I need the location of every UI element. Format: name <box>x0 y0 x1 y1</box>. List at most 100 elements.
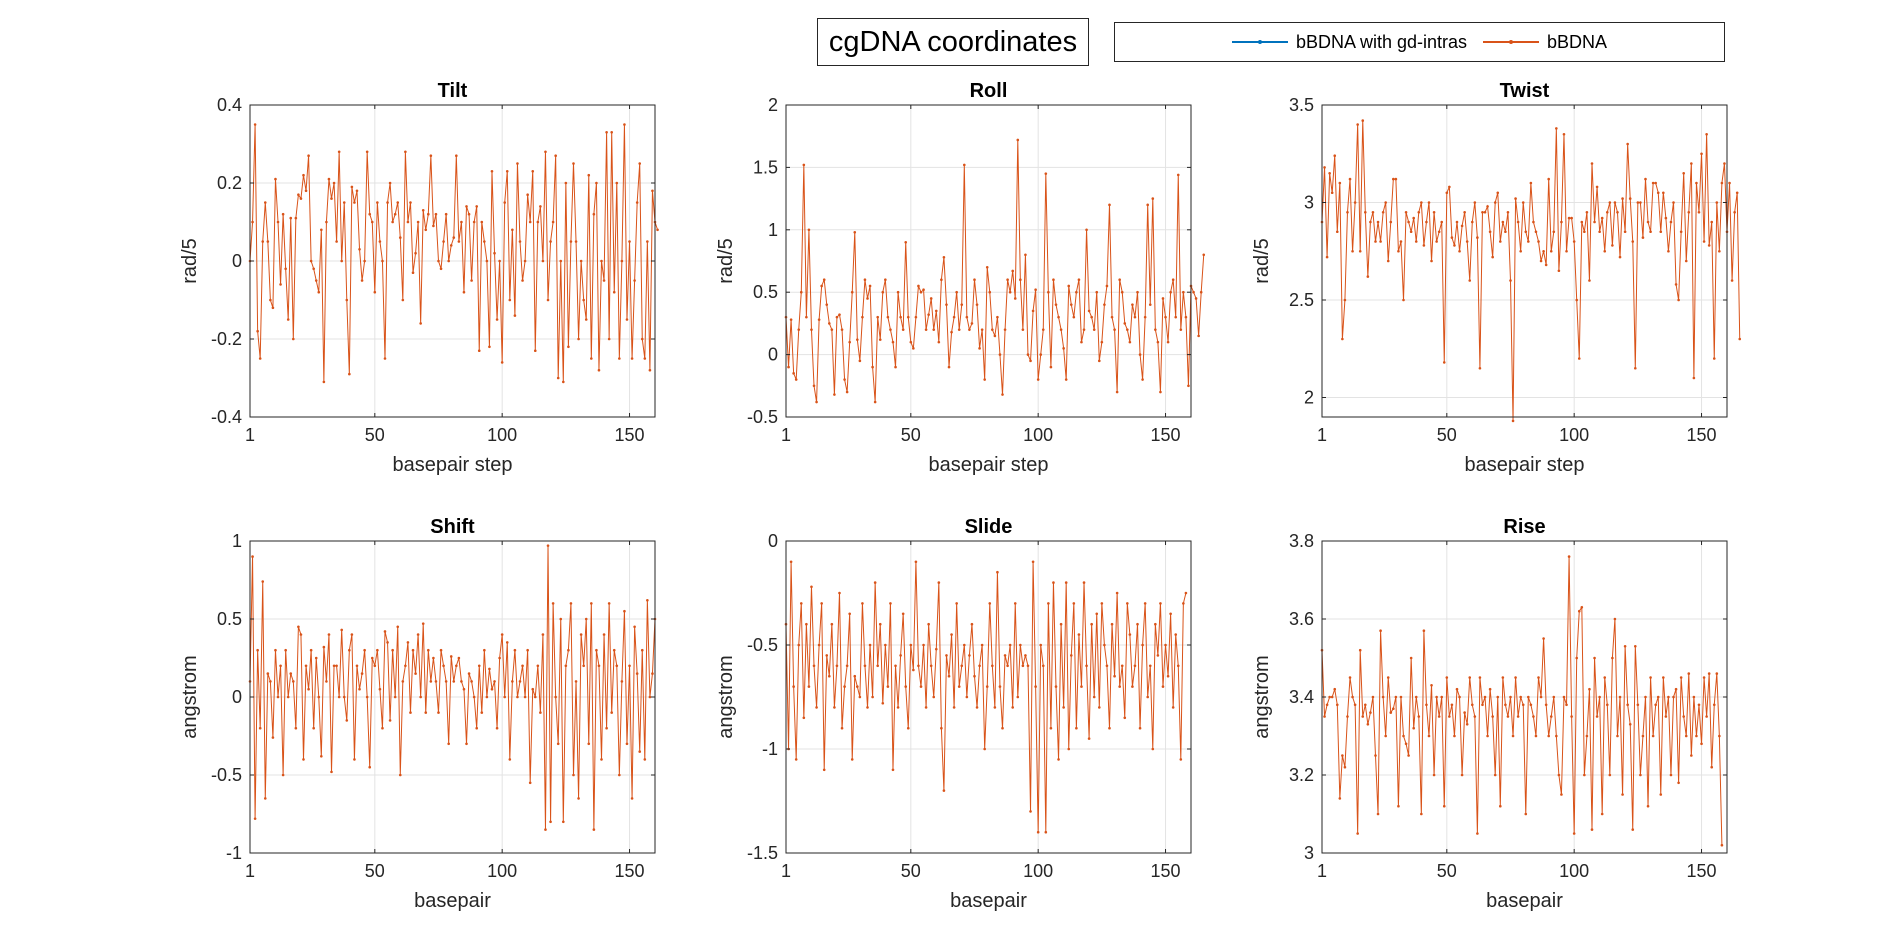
data-point <box>261 240 265 243</box>
data-point <box>432 656 435 660</box>
data-point <box>848 612 851 616</box>
data-point <box>1351 695 1354 699</box>
data-point <box>1047 602 1050 605</box>
data-point <box>866 297 869 300</box>
data-point <box>1151 747 1155 751</box>
data-point <box>302 173 305 177</box>
legend: bBDNA with gd-intras bBDNA <box>1114 22 1725 62</box>
data-point <box>1455 220 1459 224</box>
data-point <box>1659 793 1663 796</box>
data-point <box>1003 328 1007 331</box>
data-point <box>1006 278 1009 282</box>
y-tick-label: 0 <box>768 345 778 365</box>
data-point <box>1552 230 1556 234</box>
data-point <box>1417 210 1421 214</box>
data-point <box>533 695 537 699</box>
data-point <box>1335 230 1339 234</box>
x-tick-label: 50 <box>1437 425 1457 445</box>
y-tick-label: 3.4 <box>1289 687 1314 707</box>
data-point <box>945 303 948 306</box>
data-point <box>1361 119 1365 122</box>
data-point <box>623 609 626 613</box>
data-point <box>457 240 461 243</box>
data-point <box>1356 123 1359 126</box>
data-point <box>876 664 879 668</box>
data-point <box>1690 754 1693 757</box>
data-point <box>1465 240 1469 243</box>
data-point <box>963 163 966 167</box>
data-point <box>335 664 338 668</box>
data-point <box>1072 315 1076 319</box>
data-point <box>980 328 984 331</box>
data-point <box>1639 201 1642 204</box>
data-point <box>1491 715 1494 718</box>
data-point <box>1323 166 1326 169</box>
data-point <box>1720 843 1724 847</box>
data-point <box>546 298 550 302</box>
data-point <box>1496 191 1500 195</box>
data-point <box>1672 201 1675 204</box>
data-point <box>460 680 463 683</box>
data-point <box>521 279 524 282</box>
data-point <box>376 648 379 652</box>
data-point <box>1364 210 1367 214</box>
data-point <box>437 259 440 263</box>
data-point <box>1593 220 1596 224</box>
data-point <box>536 220 540 224</box>
data-point <box>983 747 986 751</box>
data-point <box>1169 290 1172 294</box>
data-point <box>1120 664 1124 668</box>
data-point <box>1369 220 1372 224</box>
data-point <box>434 212 438 216</box>
data-point <box>840 328 844 331</box>
data-point <box>1442 361 1446 364</box>
data-point <box>1346 715 1349 718</box>
data-point <box>360 672 364 675</box>
data-point <box>266 672 270 675</box>
data-point <box>1330 695 1334 699</box>
data-point <box>1710 220 1714 224</box>
data-point <box>1468 676 1472 679</box>
data-point <box>1154 622 1157 626</box>
data-point <box>1702 676 1706 679</box>
data-point <box>970 622 974 626</box>
data-point <box>1733 210 1736 214</box>
data-point <box>963 643 966 647</box>
data-point <box>1560 793 1563 796</box>
data-point <box>861 602 864 605</box>
y-tick-label: 3 <box>1304 193 1314 213</box>
data-point <box>968 654 971 657</box>
data-point <box>1064 378 1068 381</box>
data-point <box>1098 359 1101 363</box>
data-point <box>582 664 585 668</box>
data-point <box>861 315 864 319</box>
data-point <box>1481 210 1484 214</box>
data-point <box>904 685 908 688</box>
data-point <box>630 797 634 800</box>
data-point <box>340 259 344 263</box>
data-point <box>1695 734 1698 738</box>
data-point <box>1463 711 1466 714</box>
data-point <box>1016 695 1020 699</box>
data-point <box>1626 703 1629 707</box>
data-point <box>889 602 892 605</box>
data-point <box>628 240 631 243</box>
data-point <box>1146 203 1149 207</box>
y-tick-label: 1 <box>232 531 242 551</box>
data-point <box>1176 664 1180 668</box>
data-point <box>1504 703 1507 707</box>
data-point <box>937 581 941 584</box>
data-point <box>1024 654 1027 657</box>
data-point <box>1557 773 1561 777</box>
data-point <box>1470 703 1474 707</box>
data-point <box>1649 230 1652 234</box>
data-point <box>1534 230 1538 234</box>
data-point <box>1590 828 1594 831</box>
data-point <box>1715 672 1719 675</box>
data-point <box>1128 633 1132 636</box>
data-point <box>251 555 254 558</box>
data-point <box>1712 357 1716 360</box>
data-point <box>536 664 540 668</box>
data-point <box>398 773 402 777</box>
data-point <box>833 393 836 396</box>
